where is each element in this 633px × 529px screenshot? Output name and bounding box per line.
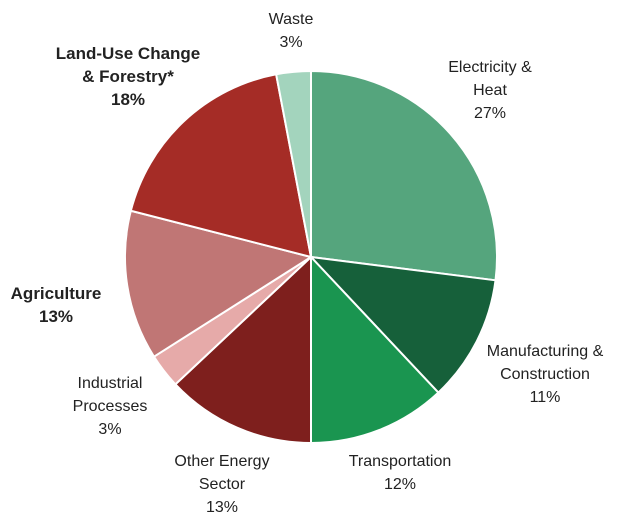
pie-slice [173, 254, 312, 445]
slice-label-line: Industrial [77, 375, 143, 392]
pie-slice [308, 255, 497, 395]
slice-label: Transportation 12% [349, 450, 452, 496]
pie-slice [124, 209, 314, 359]
slice-label-line: Sector [198, 476, 246, 493]
slice-label: Land-Use Change & Forestry* 18% [56, 42, 201, 111]
slice-label: Other Energy Sector 13% [174, 450, 269, 519]
slice-label-line: Processes [72, 398, 148, 415]
slice-label: Industrial Processes 3% [73, 372, 148, 441]
slice-percent: 27% [473, 105, 507, 122]
slice-label-line: Construction [500, 366, 590, 383]
slice-percent: 18% [110, 90, 146, 109]
pie-slice [274, 69, 312, 258]
slice-label-line: Other Energy [174, 453, 270, 470]
slice-label-line: & Forestry* [82, 67, 174, 86]
slice-label: Waste 3% [269, 8, 314, 54]
slice-percent: 11% [529, 389, 561, 406]
slice-label-line: Agriculture [10, 284, 102, 303]
pie-slice [310, 254, 440, 445]
slice-label-line: Transportation [348, 453, 452, 470]
slice-label-line: Waste [268, 11, 314, 28]
pie-slice [310, 69, 498, 282]
slice-percent: 13% [38, 307, 74, 326]
slice-label: Agriculture 13% [11, 282, 102, 328]
pie-slice [129, 73, 313, 259]
slice-label-line: Land-Use Change [55, 44, 201, 63]
slice-label-line: Manufacturing & [486, 343, 604, 360]
slice-label: Manufacturing & Construction 11% [487, 340, 604, 409]
slice-percent: 3% [279, 34, 303, 51]
slice-label: Electricity & Heat 27% [448, 56, 532, 125]
slice-label-line: Electricity & [448, 59, 532, 76]
slice-label-line: Heat [473, 82, 507, 99]
slice-percent: 13% [205, 499, 239, 516]
slice-percent: 12% [383, 476, 417, 493]
slice-percent: 3% [98, 421, 122, 438]
